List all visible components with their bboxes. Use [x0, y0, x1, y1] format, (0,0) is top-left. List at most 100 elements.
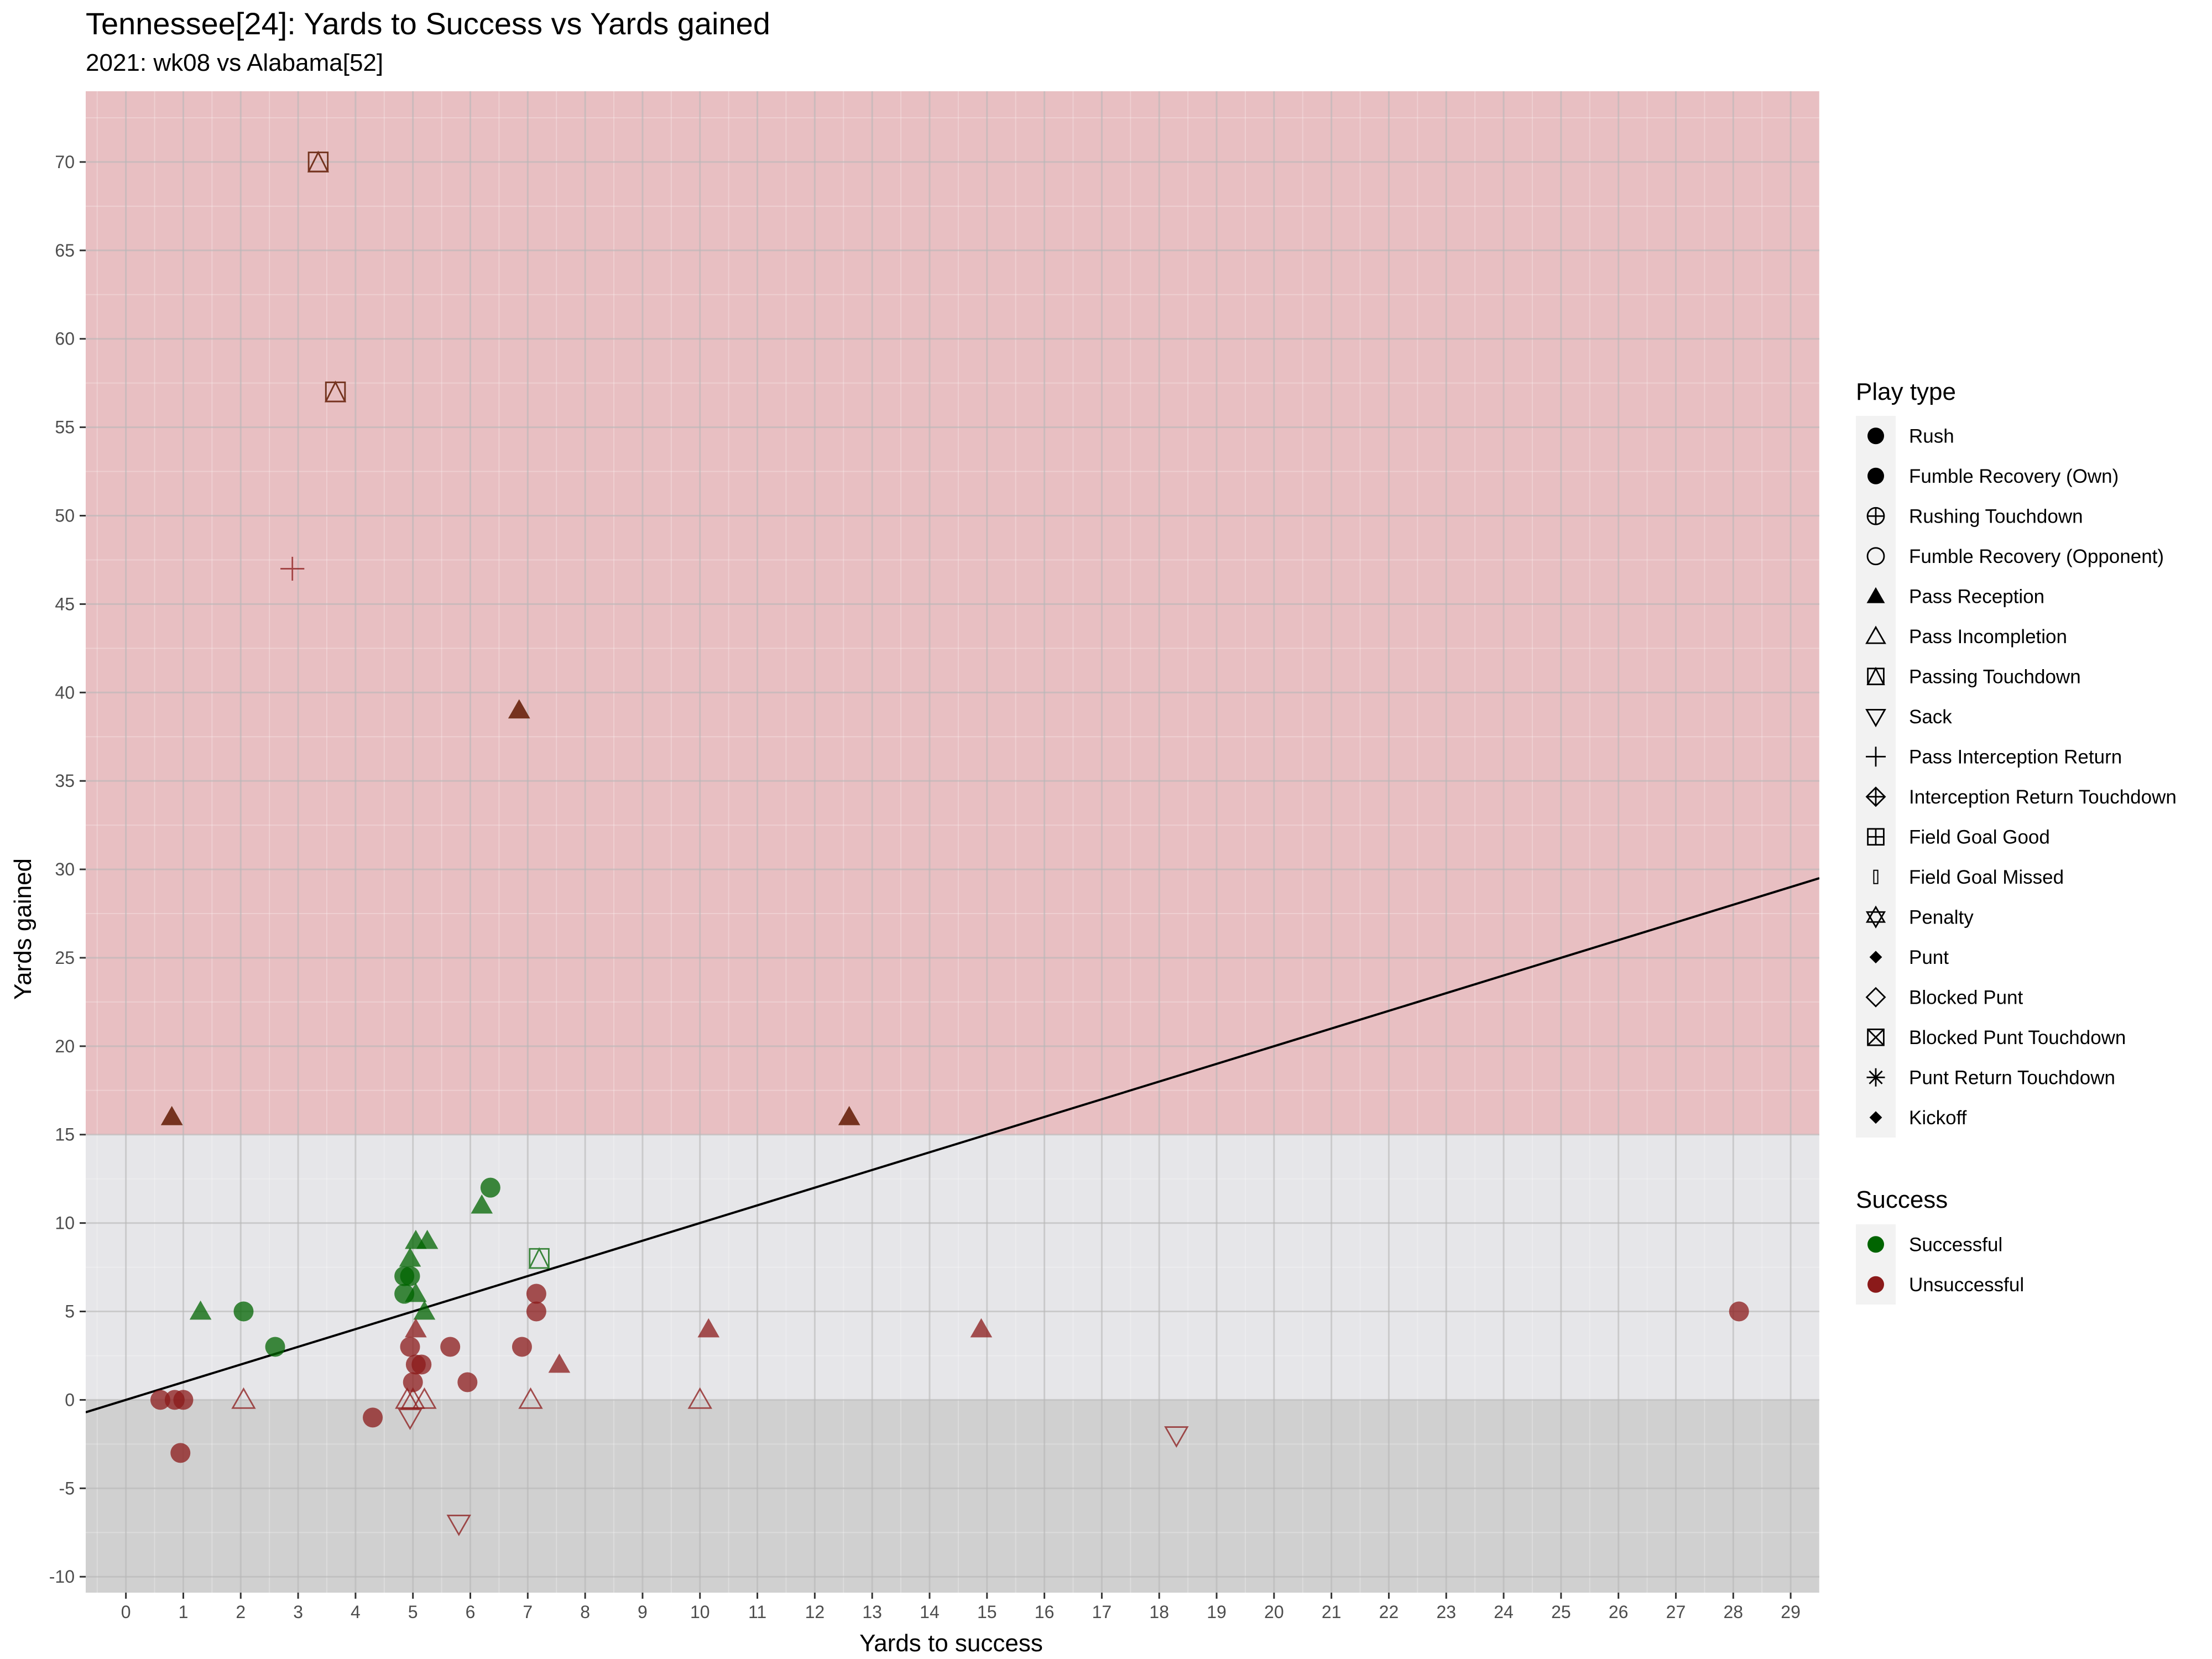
data-point [265, 1337, 285, 1357]
data-point-filled-circle [457, 1372, 478, 1392]
x-tick-label: 29 [1781, 1602, 1801, 1622]
x-tick-label: 0 [121, 1602, 131, 1622]
legend-item: Rushing Touchdown [1866, 505, 2083, 527]
x-tick-label: 17 [1092, 1602, 1112, 1622]
data-point [512, 1337, 532, 1357]
legend-key-filled-circle-icon [1867, 427, 1884, 445]
data-point-filled-circle [512, 1337, 532, 1357]
data-point [363, 1407, 383, 1428]
x-tick-label: 27 [1666, 1602, 1686, 1622]
y-tick-label: 0 [65, 1390, 75, 1410]
data-point-filled-triangle [838, 1105, 860, 1125]
data-point-filled-triangle [189, 1300, 212, 1320]
data-point [471, 1194, 493, 1214]
y-tick-label: 10 [55, 1213, 75, 1233]
grid-minor [86, 91, 1820, 1593]
data-point-filled-circle [440, 1337, 461, 1357]
data-point-filled-circle [400, 1266, 420, 1286]
data-point [233, 1301, 254, 1322]
data-point [405, 1318, 427, 1338]
grid-major [86, 91, 1819, 1593]
y-tick-label: 70 [55, 152, 75, 172]
x-tick-label: 25 [1551, 1602, 1571, 1622]
legend-key-star-of-david-icon [1865, 911, 1886, 929]
legend-label: Fumble Recovery (Opponent) [1909, 546, 2164, 567]
data-point [1729, 1301, 1749, 1322]
data-point [413, 1300, 436, 1320]
data-point [416, 1229, 439, 1249]
legend-key-thin-rect-icon [1873, 869, 1879, 884]
legend-key-square-plus-icon [1867, 828, 1884, 845]
data-point [480, 1177, 500, 1198]
data-point [403, 1372, 423, 1392]
legend-item: Sack [1865, 706, 1952, 728]
data-point-filled-triangle [160, 1105, 183, 1125]
data-point [687, 1387, 712, 1409]
legend-label: Pass Interception Return [1909, 746, 2122, 768]
y-tick-label: 60 [55, 329, 75, 349]
legend-key-asterisk-icon [1866, 1068, 1885, 1087]
data-point-filled-triangle [508, 699, 530, 719]
data-point [697, 1318, 720, 1338]
x-axis: 0 1 2 3 4 5 6 7 8 9 10 11 12 13 14 15 16 17 18 19 20 21 22 23 24… [121, 1593, 1801, 1622]
data-point [412, 1387, 437, 1409]
x-tick-label: 21 [1322, 1602, 1342, 1622]
y-axis-title: Yards gained [9, 858, 36, 1000]
x-axis-title: Yards to success [859, 1630, 1043, 1657]
data-point-filled-circle [526, 1301, 546, 1322]
data-point [528, 1247, 550, 1269]
legend-key-plus-icon [1866, 747, 1886, 767]
x-tick-label: 19 [1207, 1602, 1227, 1622]
data-point [548, 1353, 571, 1373]
legend-label: Sack [1909, 706, 1952, 728]
x-tick-label: 14 [920, 1602, 940, 1622]
legend-item: Blocked Punt Touchdown [1867, 1027, 2126, 1048]
data-point-square-triangle [325, 380, 347, 403]
legend-key-filled-triangle-icon [1866, 587, 1885, 603]
data-point [398, 1408, 422, 1431]
data-point-open-triangle [518, 1387, 543, 1409]
legend-key-dot-icon [1867, 1236, 1884, 1253]
legend-item: Successful [1867, 1234, 2002, 1255]
chart-subtitle: 2021: wk08 vs Alabama[52] [86, 49, 383, 76]
legend-key-square-triangle-icon [1866, 666, 1885, 686]
data-point-filled-triangle [413, 1300, 436, 1320]
data-point-filled-circle [403, 1372, 423, 1392]
x-tick-label: 20 [1264, 1602, 1284, 1622]
y-tick-label: 15 [55, 1125, 75, 1145]
data-point-filled-circle [233, 1301, 254, 1322]
data-point [411, 1354, 432, 1375]
data-point-filled-triangle [697, 1318, 720, 1338]
legend-item: Fumble Recovery (Own) [1867, 466, 2119, 487]
reference-line [86, 877, 1819, 1413]
data-point-open-triangle [687, 1387, 712, 1409]
data-point [970, 1318, 993, 1338]
legend-key-dot-icon [1867, 1276, 1884, 1293]
legend-item: Punt [1869, 947, 1949, 968]
legend-label: Successful [1909, 1234, 2002, 1255]
x-tick-label: 6 [466, 1602, 476, 1622]
legend-key-filled-diamond-small-icon [1869, 1111, 1882, 1124]
legend-play-type-title: Play type [1856, 378, 1956, 405]
legend-label: Rushing Touchdown [1909, 505, 2083, 527]
data-point-filled-triangle [548, 1353, 571, 1373]
data-point [173, 1390, 194, 1410]
y-tick-label: -10 [49, 1567, 75, 1587]
x-tick-label: 9 [638, 1602, 648, 1622]
legend-label: Field Goal Good [1909, 826, 2050, 848]
legend-label: Interception Return Touchdown [1909, 786, 2177, 808]
data-point [526, 1301, 546, 1322]
legend-item: Penalty [1865, 905, 1974, 929]
legend-success-title: Success [1856, 1186, 1948, 1213]
data-point [400, 1337, 420, 1357]
legend-label: Punt [1909, 947, 1949, 968]
data-point [231, 1387, 256, 1409]
x-tick-label: 23 [1436, 1602, 1456, 1622]
legend-item: Passing Touchdown [1866, 666, 2081, 687]
plot-background [86, 91, 1819, 1593]
x-tick-label: 4 [351, 1602, 361, 1622]
x-tick-label: 18 [1149, 1602, 1169, 1622]
x-tick-label: 11 [748, 1602, 766, 1622]
data-point [457, 1372, 478, 1392]
data-point [405, 1282, 427, 1302]
